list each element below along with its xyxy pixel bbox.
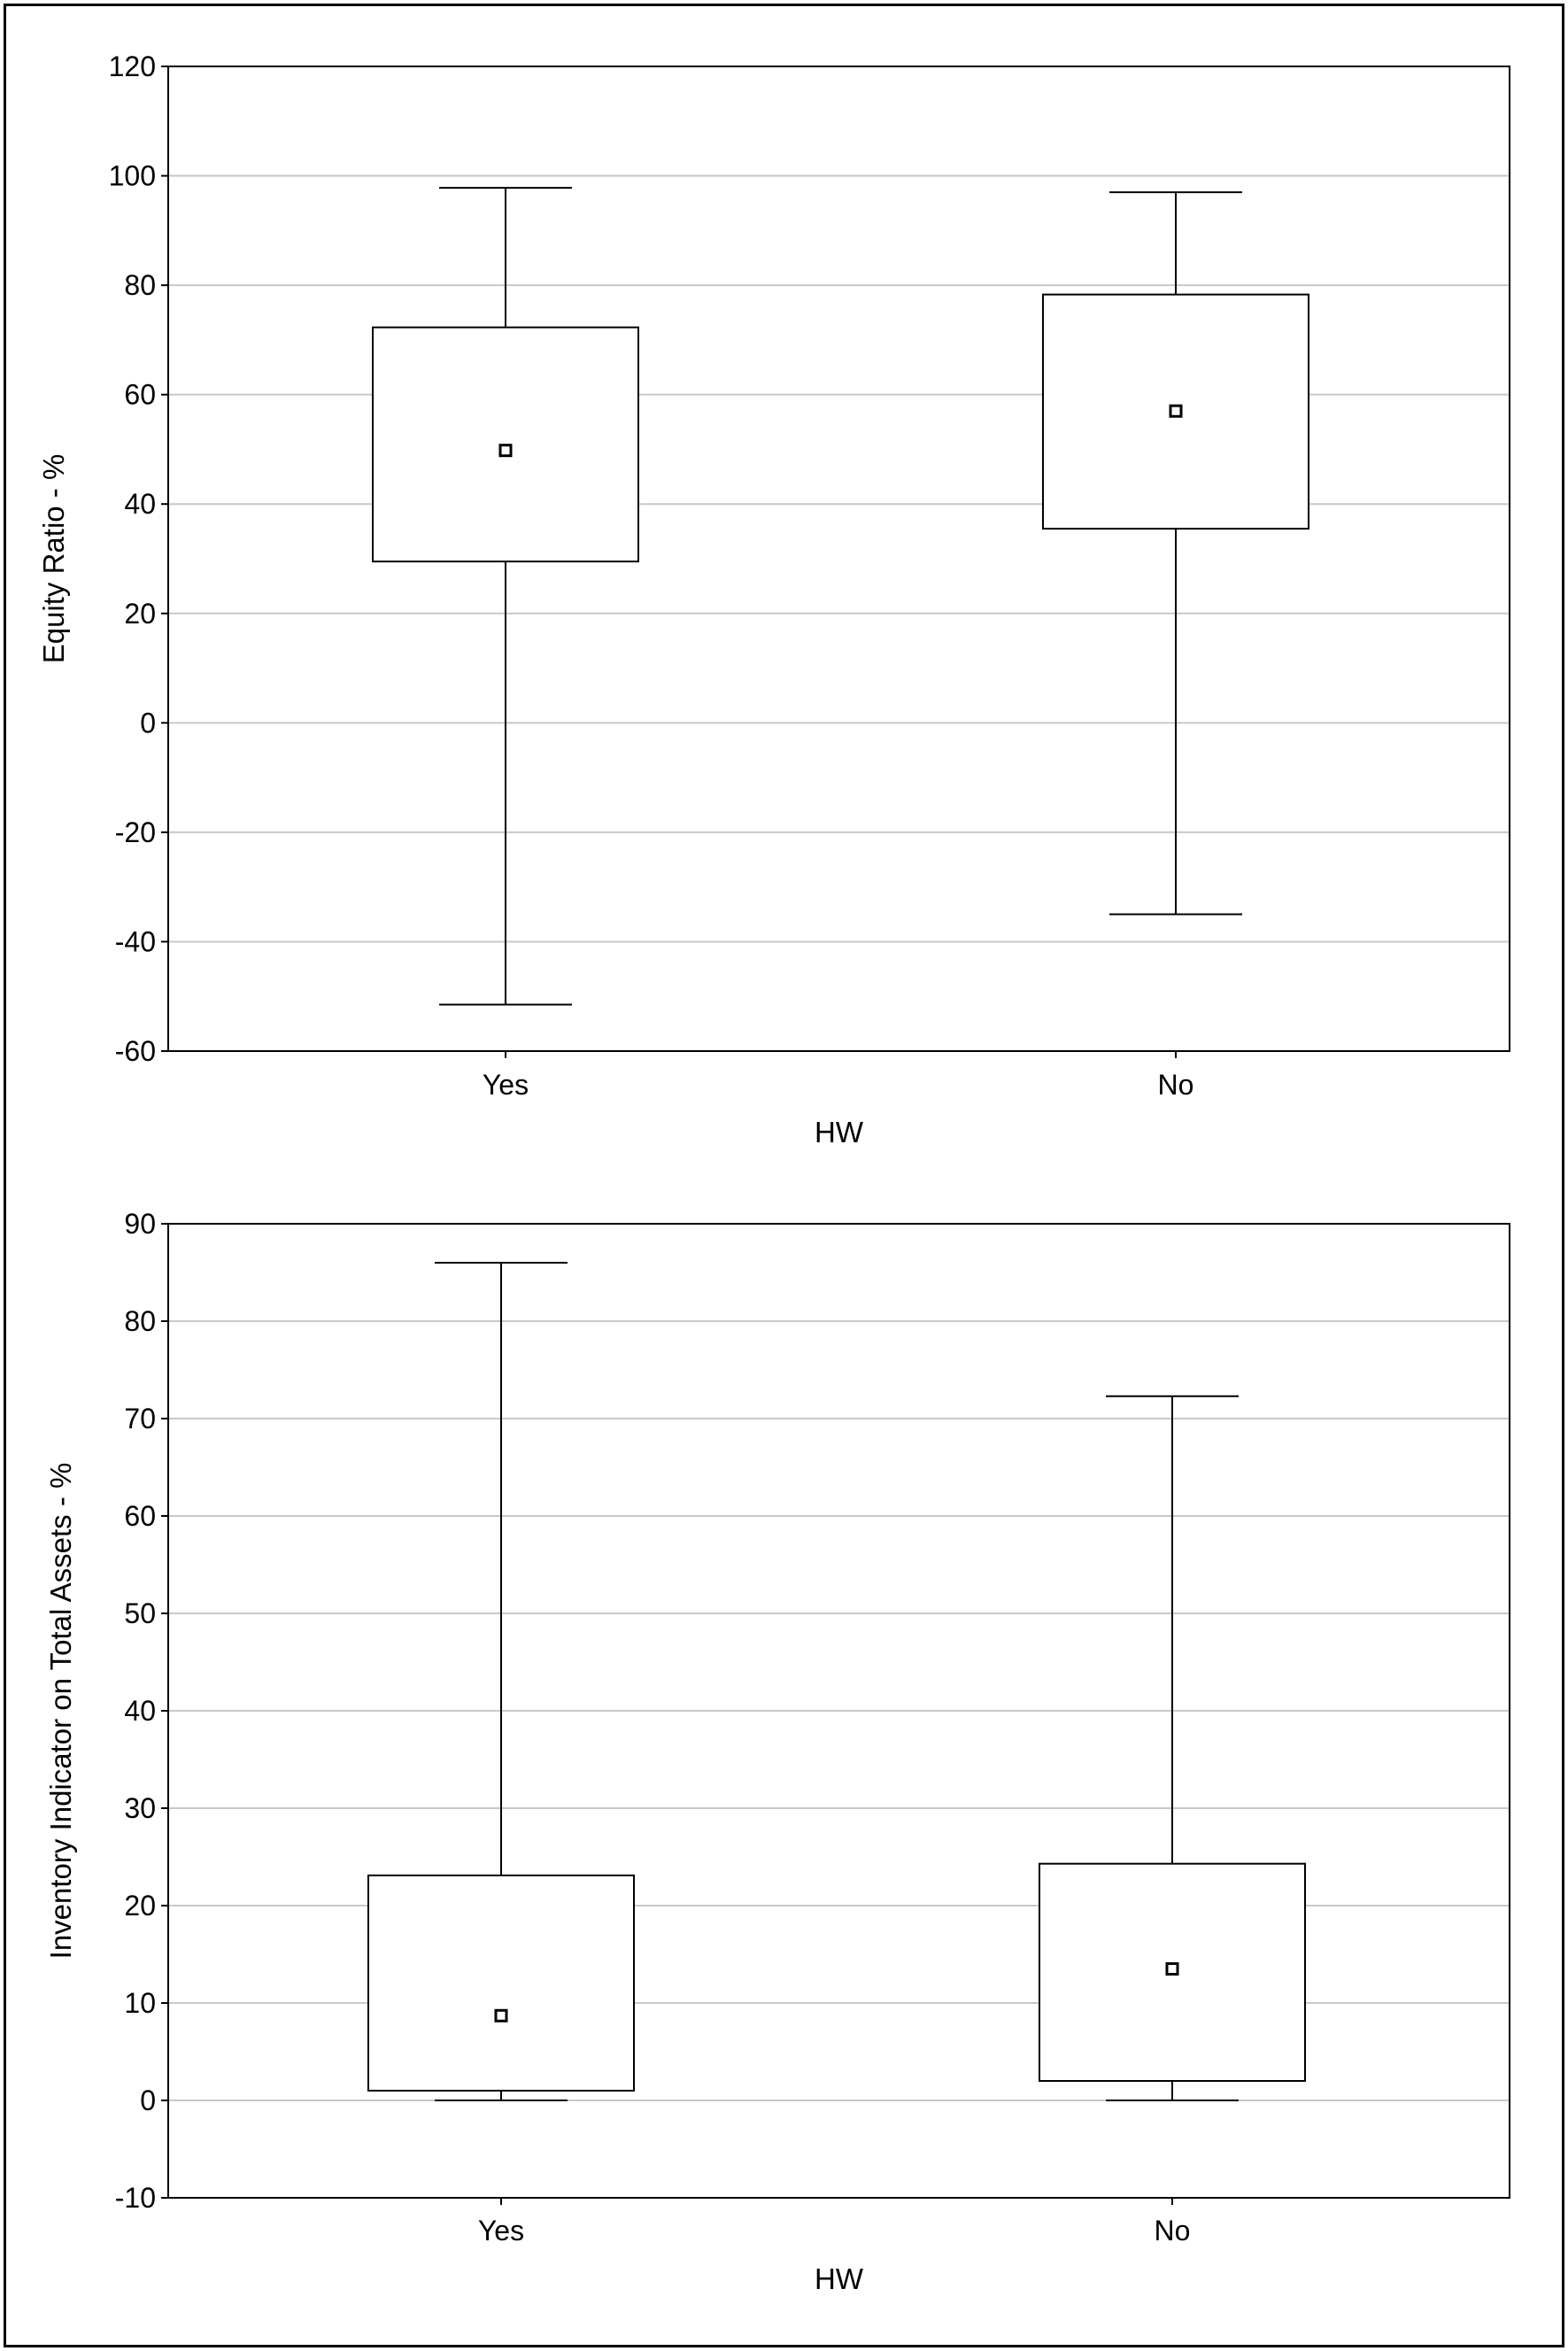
y-tick-label: 10 xyxy=(124,1987,156,2019)
y-tick-label: 90 xyxy=(124,1208,156,1240)
x-axis-ticks: Yes No xyxy=(478,2198,1191,2247)
y-tick-label: 80 xyxy=(124,269,156,301)
x-axis-title: HW xyxy=(815,2262,864,2295)
y-tick-label: 120 xyxy=(109,50,156,82)
x-tick-label: Yes xyxy=(478,2215,524,2247)
y-tick-label: 30 xyxy=(124,1792,156,1824)
y-tick-label: 80 xyxy=(124,1305,156,1337)
y-axis-ticks: -60 -40 -20 0 20 40 60 80 100 120 xyxy=(109,50,168,1067)
x-tick-label: No xyxy=(1158,1069,1194,1101)
y-tick-label: 50 xyxy=(124,1597,156,1629)
x-axis-ticks: Yes No xyxy=(483,1051,1194,1101)
equity-ratio-chart: -60 -40 -20 0 20 40 60 80 100 120 Yes No HW Equity… xyxy=(37,50,1510,1148)
y-tick-label: 0 xyxy=(140,2084,156,2116)
median-marker xyxy=(1169,404,1183,418)
y-axis-title: Inventory Indicator on Total Assets - % xyxy=(44,1463,77,1960)
y-axis-title: Equity Ratio - % xyxy=(37,454,70,664)
box-no xyxy=(1039,1395,1306,2101)
median-marker xyxy=(494,2008,508,2022)
box-series xyxy=(367,1262,1306,2101)
y-tick-label: 60 xyxy=(124,1500,156,1532)
inventory-indicator-chart: -10 0 10 20 30 40 50 60 70 80 90 Yes No HW Inventor… xyxy=(44,1208,1510,2295)
box-yes xyxy=(367,1262,635,2101)
y-tick-label: 0 xyxy=(140,707,156,739)
box-yes xyxy=(372,187,639,1006)
interquartile-box xyxy=(367,1874,635,2092)
y-tick-label: 70 xyxy=(124,1403,156,1435)
grid-lines xyxy=(168,174,1510,943)
y-tick-label: -20 xyxy=(115,816,156,848)
y-tick-label: 100 xyxy=(109,160,156,192)
y-tick-label: 20 xyxy=(124,598,156,630)
x-tick-label: No xyxy=(1155,2215,1191,2247)
y-tick-label: -40 xyxy=(115,925,156,957)
y-tick-label: 20 xyxy=(124,1890,156,1922)
y-tick-label: -10 xyxy=(115,2182,156,2214)
y-tick-label: 40 xyxy=(124,488,156,520)
x-tick-label: Yes xyxy=(483,1069,529,1101)
y-tick-label: 40 xyxy=(124,1695,156,1727)
y-tick-label: -60 xyxy=(115,1035,156,1067)
y-tick-label: 60 xyxy=(124,379,156,411)
box-no xyxy=(1042,191,1309,916)
plot-area-frame xyxy=(167,66,1510,1052)
median-marker xyxy=(1165,1962,1179,1976)
y-axis-ticks: -10 0 10 20 30 40 50 60 70 80 90 xyxy=(115,1208,168,2214)
median-marker xyxy=(498,444,513,458)
grid-lines xyxy=(168,1320,1510,2101)
x-axis-title: HW xyxy=(815,1116,864,1148)
box-series xyxy=(372,187,1309,1006)
